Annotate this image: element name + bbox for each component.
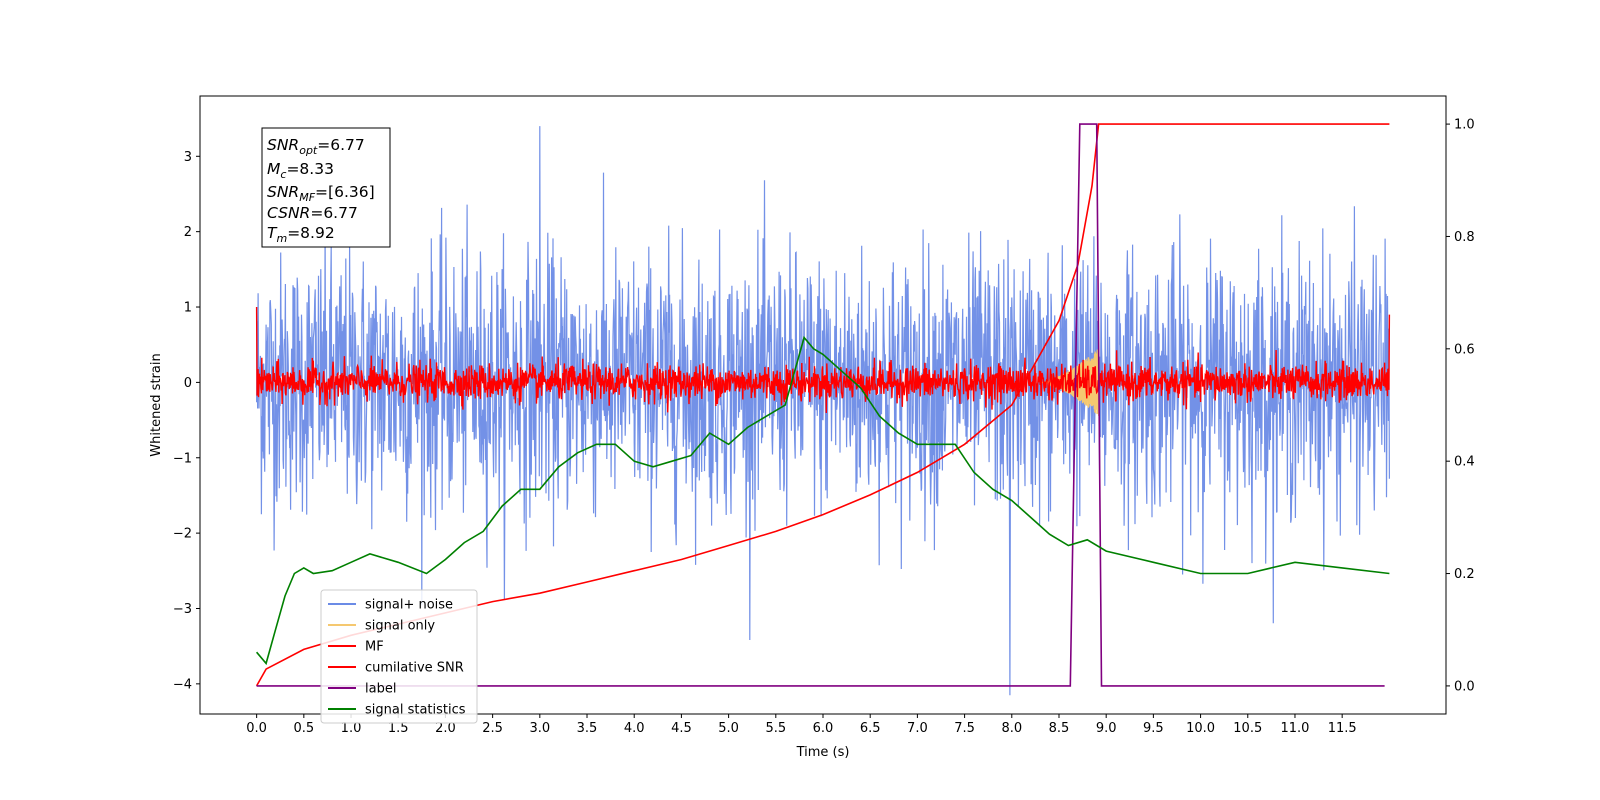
x-tick-label: 0.5	[293, 721, 314, 736]
y-right-tick-label: 0.2	[1454, 567, 1475, 582]
y-tick-label: 2	[184, 225, 192, 240]
y-tick-label: 3	[184, 150, 192, 165]
x-tick-label: 4.5	[671, 721, 692, 736]
x-tick-label: 10.5	[1233, 721, 1262, 736]
y-axis-right: 0.0 0.2 0.4 0.6 0.8 1.0	[1446, 118, 1475, 694]
x-tick-label: 10.0	[1186, 721, 1215, 736]
x-tick-label: 1.0	[341, 721, 362, 736]
y-tick-label: −1	[173, 451, 192, 466]
x-tick-label: 7.0	[907, 721, 928, 736]
annotation-tm: Tm=8.92	[267, 224, 335, 245]
y-right-tick-label: 1.0	[1454, 118, 1475, 133]
x-axis-label: Time (s)	[796, 745, 850, 760]
y-right-tick-label: 0.6	[1454, 342, 1475, 357]
legend: signal+ noise signal only MF cumilative SNR…	[320, 589, 478, 724]
x-axis: 0.0 0.5 1.0 1.5 2.0 2.5 3.0 3.5 4.0 4.5 5.0 5.5 6.0 6…	[246, 714, 1357, 736]
series-line-4	[256, 123, 1385, 687]
y-tick-label: −4	[173, 677, 192, 692]
legend-label: cumilative SNR	[365, 661, 464, 676]
x-tick-label: 8.5	[1049, 721, 1070, 736]
legend-entries: signal+ noise signal only MF cumilative SNR…	[328, 598, 466, 718]
y-tick-label: −2	[173, 527, 192, 542]
annotation-snr-mf: SNRMF=[6.36]	[267, 183, 375, 204]
y-tick-label: 0	[184, 376, 192, 391]
series-line-0	[256, 126, 1390, 696]
x-tick-label: 4.0	[624, 721, 645, 736]
x-tick-label: 11.5	[1328, 721, 1357, 736]
y-right-tick-label: 0.4	[1454, 455, 1475, 470]
x-tick-label: 5.0	[718, 721, 739, 736]
x-tick-label: 5.5	[765, 721, 786, 736]
y-tick-label: −3	[173, 602, 192, 617]
x-tick-label: 7.5	[954, 721, 975, 736]
annotation-snr-opt: SNRopt=6.77	[267, 136, 365, 157]
y-tick-label: 1	[184, 301, 192, 316]
x-tick-label: 6.0	[813, 721, 834, 736]
x-tick-label: 6.5	[860, 721, 881, 736]
legend-label: label	[365, 682, 396, 697]
x-tick-label: 2.5	[482, 721, 503, 736]
y-right-tick-label: 0.0	[1454, 679, 1475, 694]
x-tick-label: 8.0	[1001, 721, 1022, 736]
series-line-5	[255, 335, 1390, 666]
series-line-2	[255, 306, 1391, 414]
x-tick-label: 9.0	[1096, 721, 1117, 736]
x-tick-label: 1.5	[388, 721, 409, 736]
legend-label: signal statistics	[365, 703, 466, 718]
legend-label: signal+ noise	[365, 598, 453, 613]
stats-annotation-box: SNRopt=6.77 Mc=8.33 SNRMF=[6.36] CSNR=6.…	[261, 127, 391, 248]
x-tick-label: 3.0	[529, 721, 550, 736]
annotation-csnr: CSNR=6.77	[267, 204, 358, 222]
legend-label: signal only	[365, 619, 435, 634]
x-tick-label: 3.5	[577, 721, 598, 736]
annotation-mc: Mc=8.33	[267, 160, 334, 181]
y-axis-label: Whitened strain	[149, 353, 164, 456]
x-tick-label: 9.5	[1143, 721, 1164, 736]
stats-annotation-frame	[261, 127, 391, 248]
legend-label: MF	[365, 640, 384, 655]
y-axis-left: −4 −3 −2 −1 0 1 2 3	[173, 150, 200, 692]
legend-frame	[320, 589, 478, 724]
x-tick-label: 11.0	[1280, 721, 1309, 736]
x-tick-label: 2.0	[435, 721, 456, 736]
y-right-tick-label: 0.8	[1454, 230, 1475, 245]
x-tick-label: 0.0	[246, 721, 267, 736]
